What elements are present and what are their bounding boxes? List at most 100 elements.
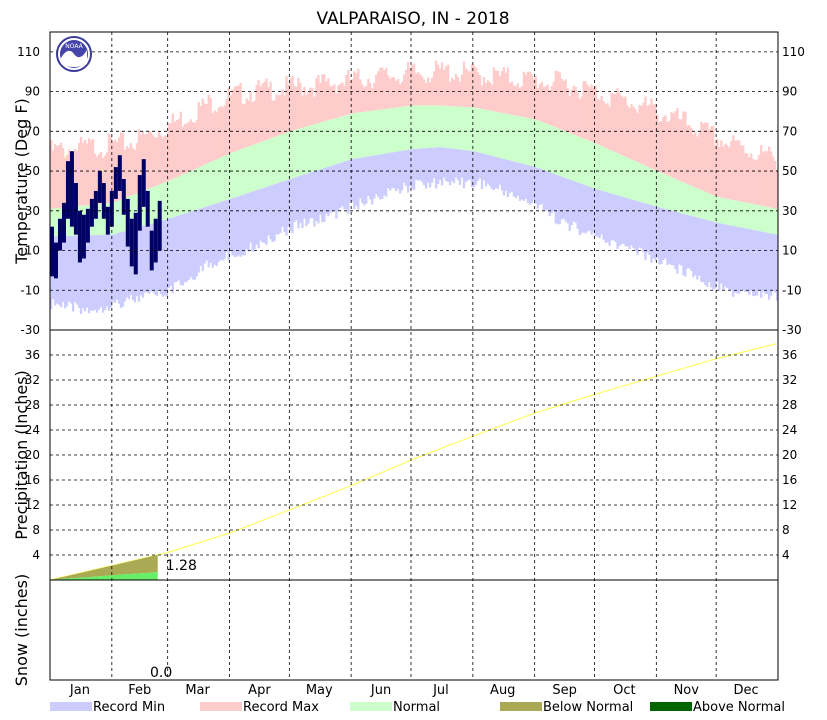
record-max-bar [576, 92, 579, 137]
normal-range-bar [618, 154, 621, 196]
normal-range-bar [418, 105, 422, 149]
record-min-bar [776, 234, 779, 301]
observed-temp-bar [157, 200, 162, 251]
normal-range-bar [676, 179, 679, 213]
record-max-bar [259, 86, 262, 143]
normal-range-bar [438, 105, 442, 148]
record-max-bar [109, 136, 113, 204]
record-min-bar [572, 180, 575, 222]
record-max-bar [582, 81, 585, 139]
record-max-bar [428, 82, 432, 106]
normal-range-bar [263, 140, 266, 188]
record-min-bar [494, 156, 498, 188]
record-min-bar [337, 163, 340, 211]
record-max-bar [416, 72, 420, 106]
record-max-bar [578, 98, 581, 137]
normal-range-bar [716, 196, 719, 223]
normal-range-bar [205, 163, 208, 207]
normal-range-bar [277, 135, 280, 183]
normal-range-bar [540, 121, 543, 170]
record-min-bar [502, 158, 506, 196]
record-max-bar [728, 147, 731, 200]
record-min-bar [253, 190, 256, 250]
record-max-bar [137, 129, 141, 193]
normal-range-bar [397, 107, 400, 152]
normal-range-bar [259, 142, 262, 189]
record-max-bar [518, 88, 522, 117]
record-max-bar [732, 135, 735, 201]
record-max-bar [746, 153, 749, 203]
record-max-bar [480, 85, 484, 110]
record-max-bar [145, 133, 149, 190]
record-min-bar [552, 173, 555, 211]
record-max-bar [538, 83, 541, 122]
temp-tick-right: 50 [782, 164, 797, 178]
record-min-bar [391, 152, 394, 189]
record-max-bar [510, 81, 514, 115]
normal-range-bar [411, 105, 414, 150]
legend-below-normal-label: Below Normal [543, 700, 633, 715]
record-max-bar [454, 74, 458, 107]
record-max-bar [684, 111, 687, 184]
record-max-bar [153, 136, 157, 187]
record-max-bar [125, 146, 129, 198]
normal-range-bar [179, 175, 182, 215]
normal-range-bar [219, 157, 222, 203]
normal-range-bar [486, 110, 490, 155]
record-min-bar [265, 186, 268, 245]
record-max-bar [333, 84, 336, 119]
normal-range-bar [185, 172, 188, 213]
record-min-bar [91, 235, 95, 312]
record-min-bar [389, 152, 392, 191]
record-max-bar [283, 95, 286, 134]
normal-range-bar [562, 130, 565, 178]
record-max-bar [363, 87, 366, 112]
record-max-bar [512, 85, 516, 116]
record-min-bar [117, 232, 121, 304]
normal-range-bar [355, 112, 358, 159]
record-max-bar [399, 84, 402, 108]
record-min-bar [283, 181, 286, 232]
record-min-bar [750, 229, 753, 291]
record-min-bar [207, 205, 210, 268]
record-max-bar [752, 158, 755, 205]
normal-range-bar [193, 169, 196, 211]
record-min-bar [604, 191, 607, 243]
record-min-bar [726, 224, 729, 288]
record-min-bar [772, 233, 775, 292]
record-min-bar [203, 207, 206, 264]
record-min-bar [273, 184, 276, 242]
normal-range-bar [720, 197, 723, 224]
record-min-bar [680, 213, 683, 266]
record-max-bar [375, 74, 378, 111]
record-max-bar [273, 100, 276, 138]
record-max-bar [668, 120, 671, 177]
record-max-bar [219, 106, 222, 158]
normal-range-bar [189, 171, 192, 212]
record-max-bar [648, 104, 651, 168]
normal-range-bar [758, 205, 761, 232]
normal-range-bar [430, 105, 434, 148]
record-max-bar [686, 125, 689, 184]
temp-tick-right: 110 [782, 45, 805, 59]
record-max-bar [560, 78, 563, 130]
record-min-bar [63, 236, 67, 309]
record-max-bar [55, 146, 59, 209]
record-min-bar [187, 212, 190, 280]
normal-range-bar [311, 124, 314, 172]
normal-range-bar [103, 203, 107, 235]
record-min-bar [522, 164, 525, 201]
record-max-bar [616, 88, 619, 154]
record-max-bar [596, 98, 599, 145]
record-max-bar [245, 98, 248, 148]
record-min-bar [514, 161, 518, 198]
normal-range-bar [752, 204, 755, 230]
record-max-bar [766, 151, 769, 207]
record-min-bar [734, 226, 737, 293]
normal-range-bar [155, 185, 159, 223]
record-max-bar [464, 68, 468, 108]
record-min-bar [347, 160, 350, 214]
normal-range-bar [369, 111, 372, 157]
record-min-bar [532, 166, 535, 200]
